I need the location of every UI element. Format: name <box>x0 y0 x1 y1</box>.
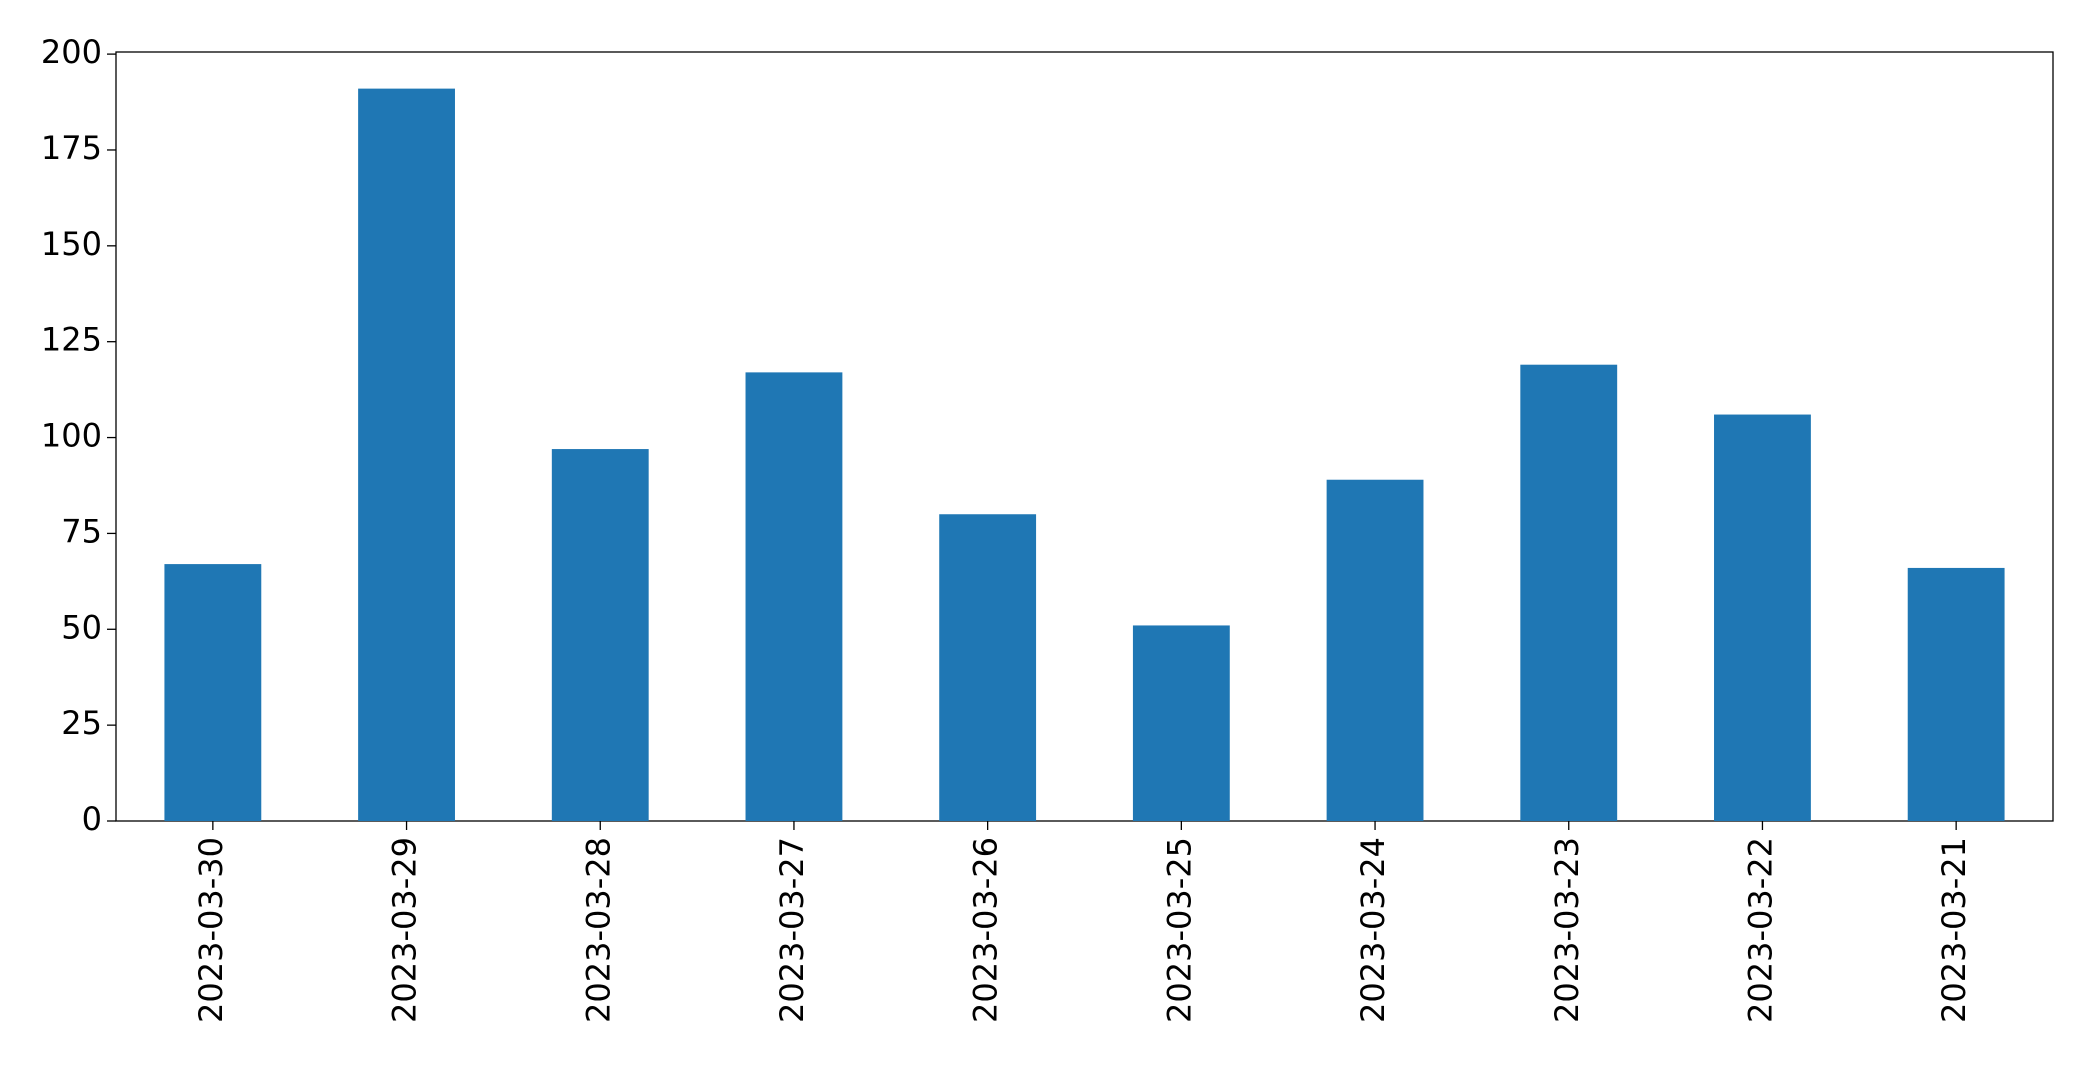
bar <box>164 564 262 821</box>
y-tick-label: 0 <box>82 800 102 838</box>
x-tick-label: 2023-03-25 <box>1160 837 1198 1023</box>
bar <box>745 372 843 821</box>
y-tick-label: 200 <box>41 33 102 71</box>
x-tick-label: 2023-03-26 <box>967 837 1005 1023</box>
x-tick-label: 2023-03-27 <box>773 837 811 1023</box>
bar <box>1132 625 1230 821</box>
bar <box>1326 479 1424 821</box>
x-tick-label: 2023-03-22 <box>1741 837 1779 1023</box>
y-tick-label: 125 <box>41 321 102 359</box>
y-tick-label: 25 <box>61 704 102 742</box>
x-tick-label: 2023-03-28 <box>579 837 617 1023</box>
bar <box>939 514 1037 821</box>
y-tick-label: 100 <box>41 417 102 455</box>
y-tick-label: 175 <box>41 129 102 167</box>
bar <box>1714 414 1811 821</box>
y-tick-label: 50 <box>61 608 102 646</box>
x-tick-label: 2023-03-30 <box>192 837 230 1023</box>
y-tick-label: 150 <box>41 225 102 263</box>
y-tick-label: 75 <box>61 512 102 550</box>
bar <box>1907 567 2005 821</box>
bar <box>358 88 455 822</box>
x-tick-label: 2023-03-23 <box>1548 837 1586 1023</box>
x-tick-label: 2023-03-29 <box>386 837 424 1023</box>
x-tick-label: 2023-03-21 <box>1935 837 1973 1023</box>
bar <box>1520 364 1618 821</box>
x-tick-label: 2023-03-24 <box>1354 837 1392 1023</box>
bar <box>551 449 649 821</box>
axes-frame <box>115 51 2054 822</box>
